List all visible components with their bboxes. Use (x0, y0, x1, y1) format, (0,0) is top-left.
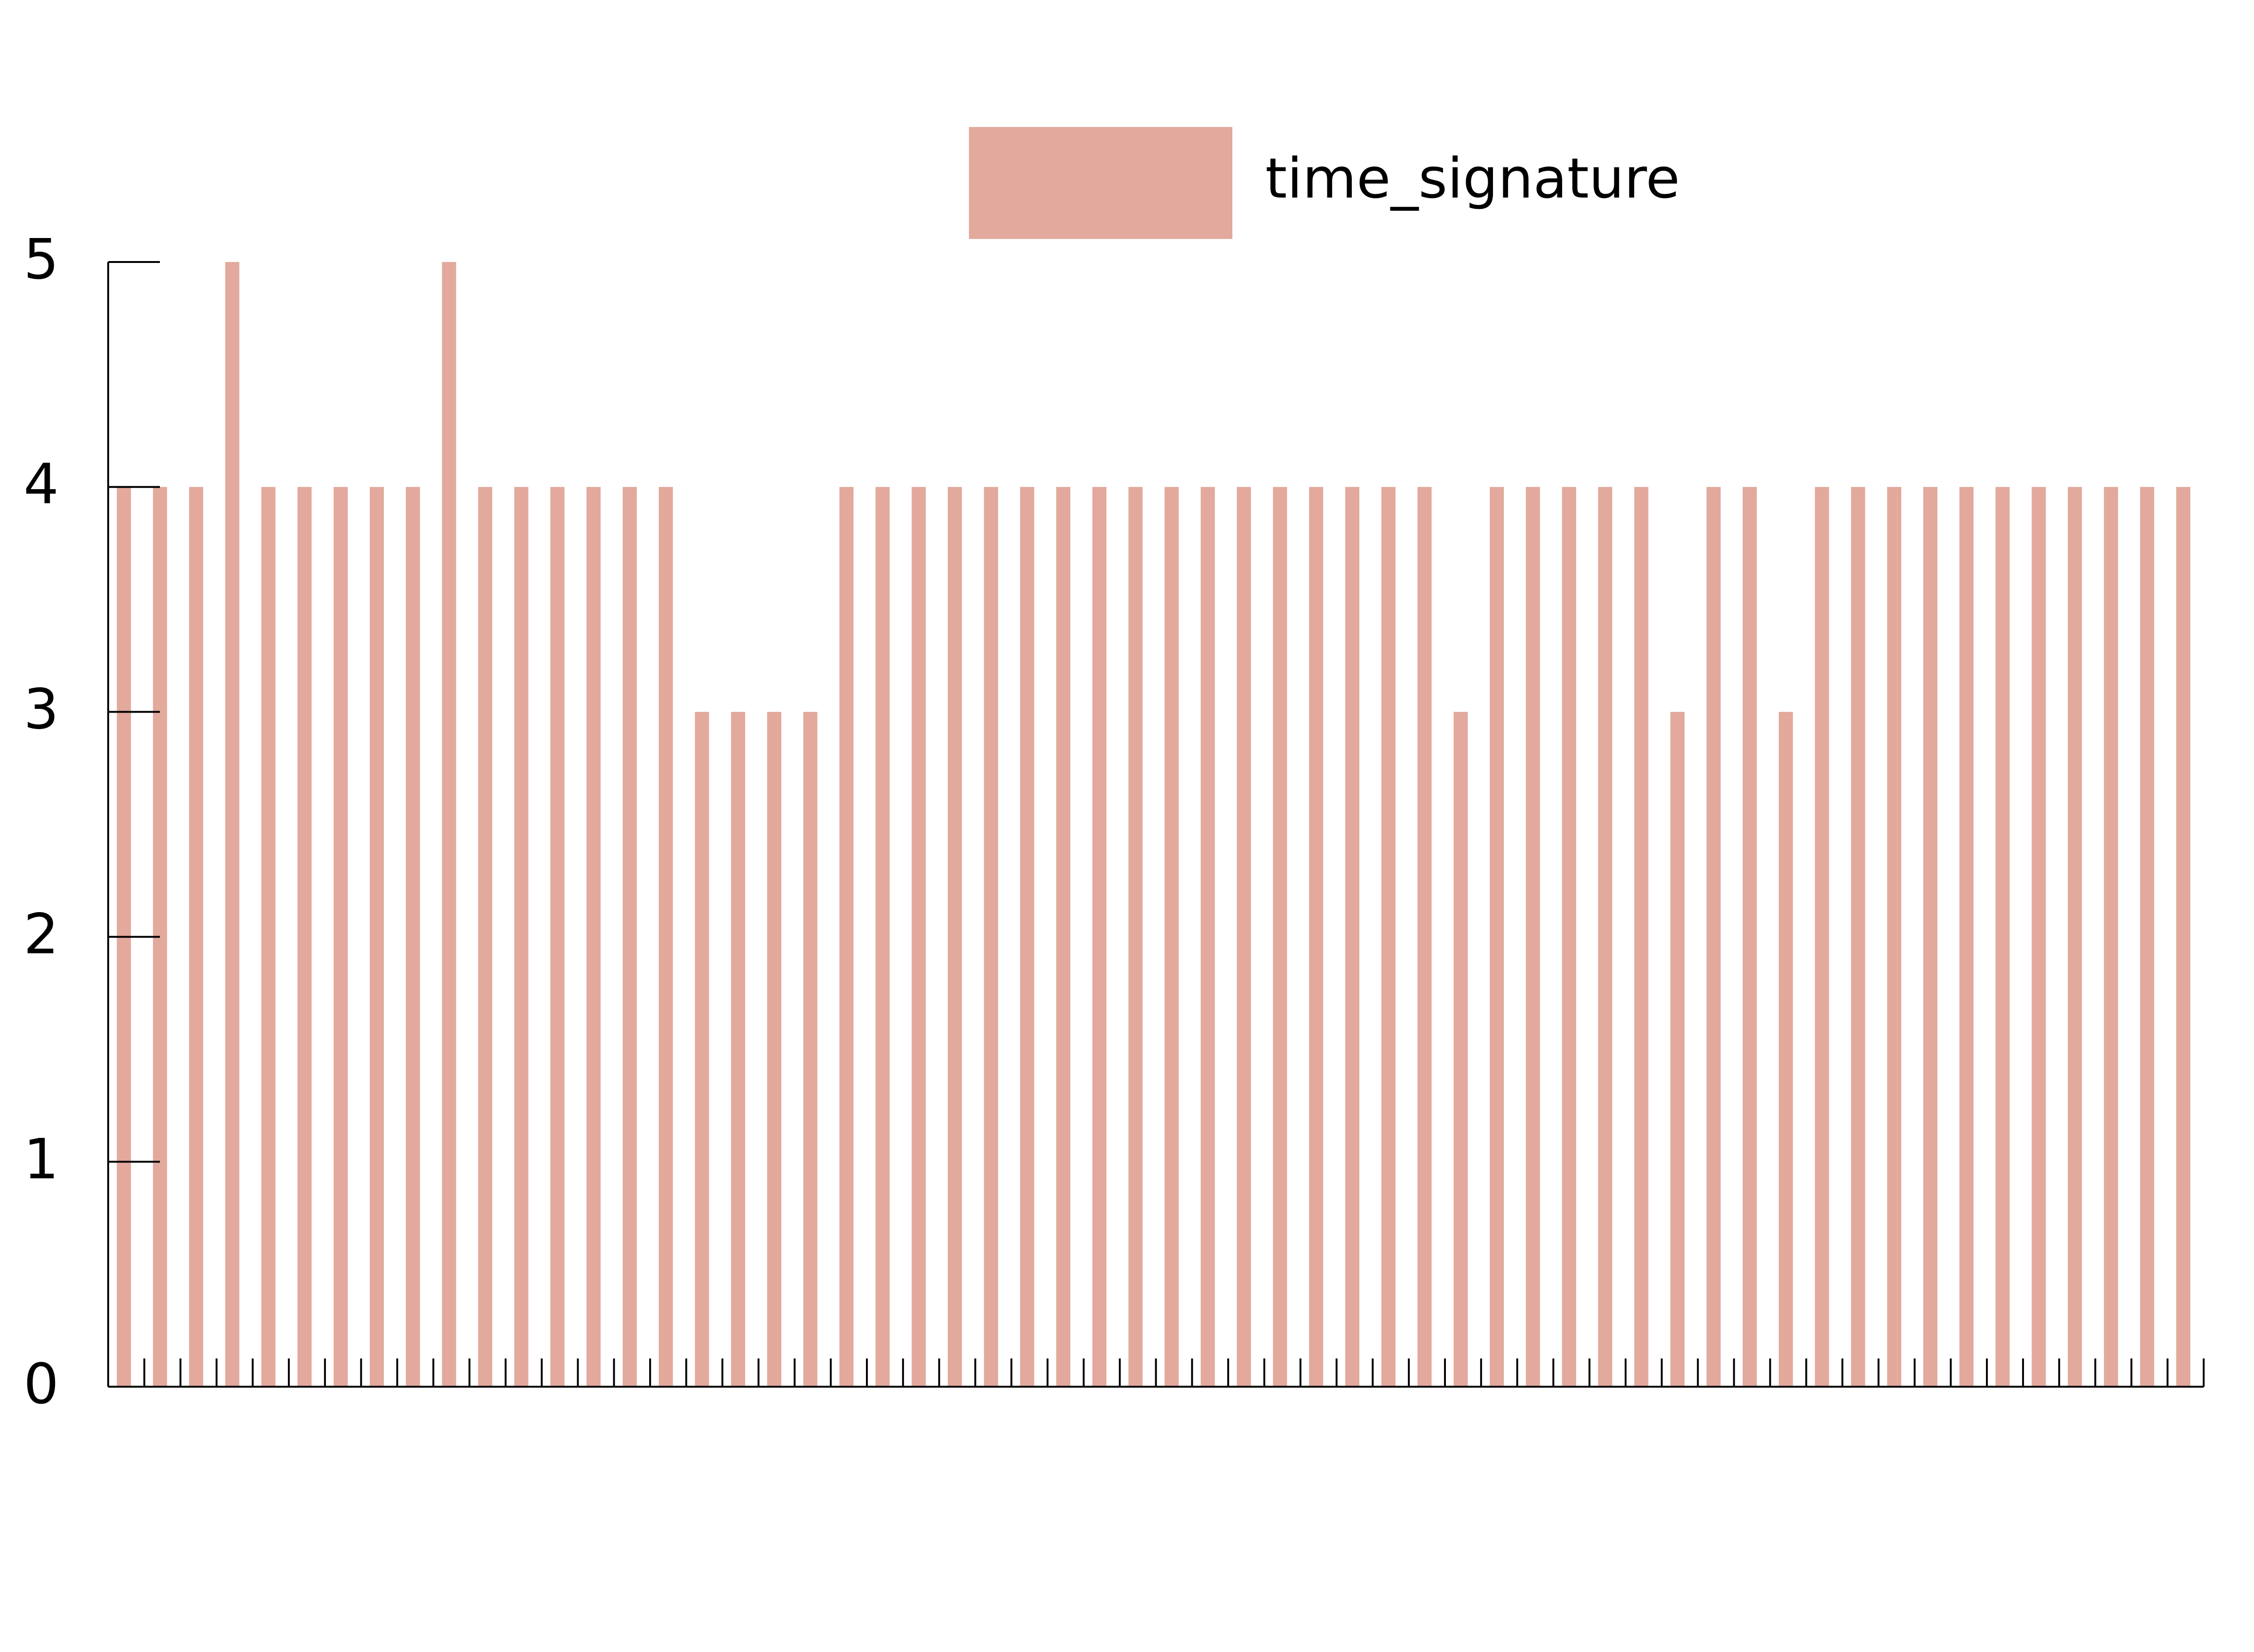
bar (586, 487, 601, 1387)
bar (225, 262, 239, 1387)
bar (731, 712, 746, 1387)
bar (1670, 712, 1685, 1387)
bar (1056, 487, 1071, 1387)
bar (1345, 487, 1359, 1387)
bar (1020, 487, 1034, 1387)
bar (1237, 487, 1251, 1387)
bar (1706, 487, 1721, 1387)
bar (2176, 487, 2191, 1387)
bar (1381, 487, 1396, 1387)
bar (1742, 487, 1757, 1387)
bar (803, 712, 817, 1387)
bar (1851, 487, 1865, 1387)
bar (875, 487, 890, 1387)
bar (1887, 487, 1902, 1387)
bar (333, 487, 348, 1387)
bar (1959, 487, 1974, 1387)
bar (2140, 487, 2154, 1387)
y-tick-label: 1 (24, 1127, 59, 1191)
bar (1923, 487, 1937, 1387)
bar (405, 487, 420, 1387)
bar (1273, 487, 1287, 1387)
bar (1092, 487, 1107, 1387)
bar (622, 487, 637, 1387)
bar (1309, 487, 1324, 1387)
bar (1778, 712, 1793, 1387)
legend-swatch (969, 127, 1232, 239)
bar (2104, 487, 2118, 1387)
y-tick-label: 0 (24, 1351, 59, 1416)
bar (1453, 712, 1468, 1387)
y-tick-label: 5 (24, 227, 59, 292)
bar (2032, 487, 2046, 1387)
axes-group: 0 1 2 3 4 5 (24, 227, 2205, 1416)
bar (478, 487, 492, 1387)
legend: time_signature (969, 127, 1680, 239)
bar (1562, 487, 1576, 1387)
bar (767, 712, 781, 1387)
bar (948, 487, 962, 1387)
bar (1200, 487, 1215, 1387)
bar (442, 262, 456, 1387)
bar (695, 712, 709, 1387)
bar (1815, 487, 1829, 1387)
bar (984, 487, 998, 1387)
bar (297, 487, 312, 1387)
bar (1526, 487, 1540, 1387)
bar (514, 487, 529, 1387)
bar (189, 487, 203, 1387)
bar (912, 487, 926, 1387)
bar (1634, 487, 1649, 1387)
bar (1490, 487, 1504, 1387)
bar (659, 487, 673, 1387)
bar (550, 487, 565, 1387)
bar (370, 487, 384, 1387)
y-tick-label: 3 (24, 676, 59, 741)
bar (1995, 487, 2010, 1387)
bar (1164, 487, 1179, 1387)
legend-label: time_signature (1265, 146, 1680, 211)
bar (1598, 487, 1612, 1387)
bar (1128, 487, 1143, 1387)
bar (839, 487, 854, 1387)
y-tick-label: 2 (24, 902, 59, 967)
bar (1417, 487, 1432, 1387)
bar (261, 487, 276, 1387)
y-tick-label: 4 (24, 452, 59, 516)
bar (2068, 487, 2082, 1387)
bars-group (117, 262, 2191, 1387)
